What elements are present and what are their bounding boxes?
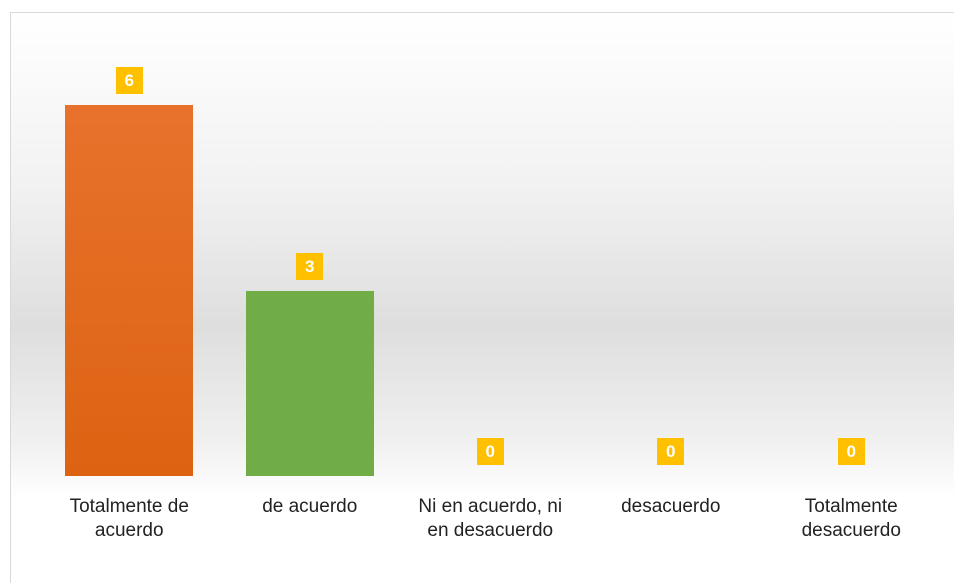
x-tick-label: Totalmente de acuerdo [69,496,189,541]
x-tick-label: Totalmente desacuerdo [801,496,901,541]
x-tick-label: de acuerdo [262,496,358,517]
chart: 6 Totalmente de acuerdo 3 de acuerdo 0 Ni en … [10,12,954,583]
data-label: 0 [657,438,685,465]
data-label: 0 [837,438,865,465]
data-label: 6 [115,67,143,94]
x-tick-label: desacuerdo [621,496,721,517]
x-tick-label: Ni en acuerdo, ni en desacuerdo [418,496,563,541]
data-label: 0 [476,438,504,465]
data-label: 3 [296,252,324,280]
bar [65,105,194,476]
bar [245,290,374,476]
